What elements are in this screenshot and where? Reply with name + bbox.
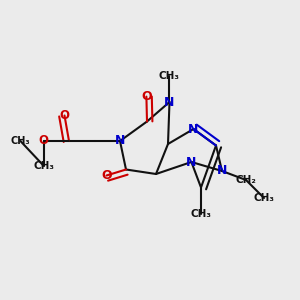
Text: N: N bbox=[186, 155, 197, 169]
Text: CH₃: CH₃ bbox=[159, 70, 180, 81]
Text: N: N bbox=[115, 134, 125, 148]
Text: N: N bbox=[217, 164, 227, 178]
Text: CH₃: CH₃ bbox=[190, 208, 212, 219]
Text: O: O bbox=[38, 134, 49, 148]
Text: N: N bbox=[164, 95, 175, 109]
Text: CH₃: CH₃ bbox=[254, 193, 274, 203]
Text: O: O bbox=[101, 169, 112, 182]
Text: O: O bbox=[59, 109, 70, 122]
Text: O: O bbox=[141, 90, 152, 103]
Text: CH₃: CH₃ bbox=[33, 160, 54, 171]
Text: CH₃: CH₃ bbox=[11, 136, 30, 146]
Text: CH₂: CH₂ bbox=[236, 175, 256, 185]
Text: N: N bbox=[188, 122, 199, 136]
